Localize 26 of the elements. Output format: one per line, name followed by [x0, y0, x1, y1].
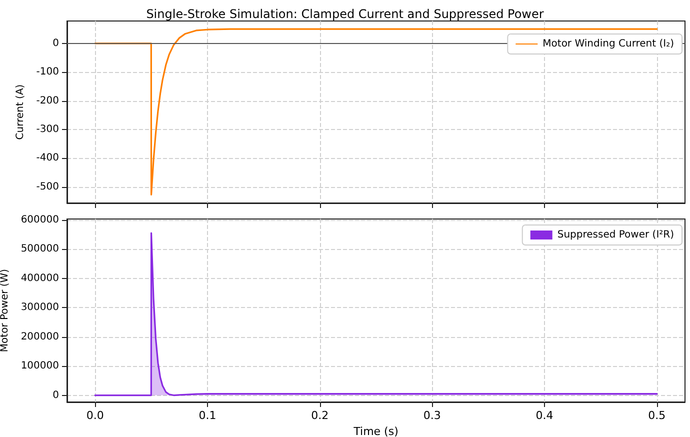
x-tick-label: 0.1 [198, 409, 216, 422]
x-axis-title: Time (s) [352, 424, 398, 437]
x-tick-label: 0.4 [536, 409, 554, 422]
chart-title: Single-Stroke Simulation: Clamped Current and Suppressed Power [146, 7, 544, 21]
y-tick-label: 400000 [20, 272, 59, 284]
y-tick-label: -300 [36, 124, 59, 136]
y-tick-label: 600000 [20, 214, 59, 226]
y-tick-label: -500 [36, 181, 59, 192]
y-tick-label: 300000 [20, 302, 59, 314]
x-tick-label: 0.5 [648, 409, 666, 422]
y-tick-label: 200000 [20, 331, 59, 342]
legend-label: Motor Winding Current (I₂) [542, 38, 674, 50]
line-series [94, 28, 658, 196]
y-tick-label: -100 [36, 66, 59, 78]
y-axis-title: Motor Power (W) [0, 268, 10, 352]
y-tick-label: 0 [52, 38, 59, 49]
y-tick-label: 500000 [20, 244, 59, 255]
y-tick-label: 100000 [20, 360, 59, 372]
y-tick-label: 0 [52, 390, 59, 401]
y-tick-label: -200 [36, 95, 59, 106]
x-tick-label: 0.3 [423, 409, 441, 422]
x-tick-label: 0.2 [311, 409, 329, 422]
y-axis-title: Current (A) [14, 84, 26, 140]
legend-label: Suppressed Power (I²R) [557, 230, 674, 240]
x-tick-label: 0.0 [86, 409, 104, 422]
y-tick-label: -400 [36, 152, 59, 164]
